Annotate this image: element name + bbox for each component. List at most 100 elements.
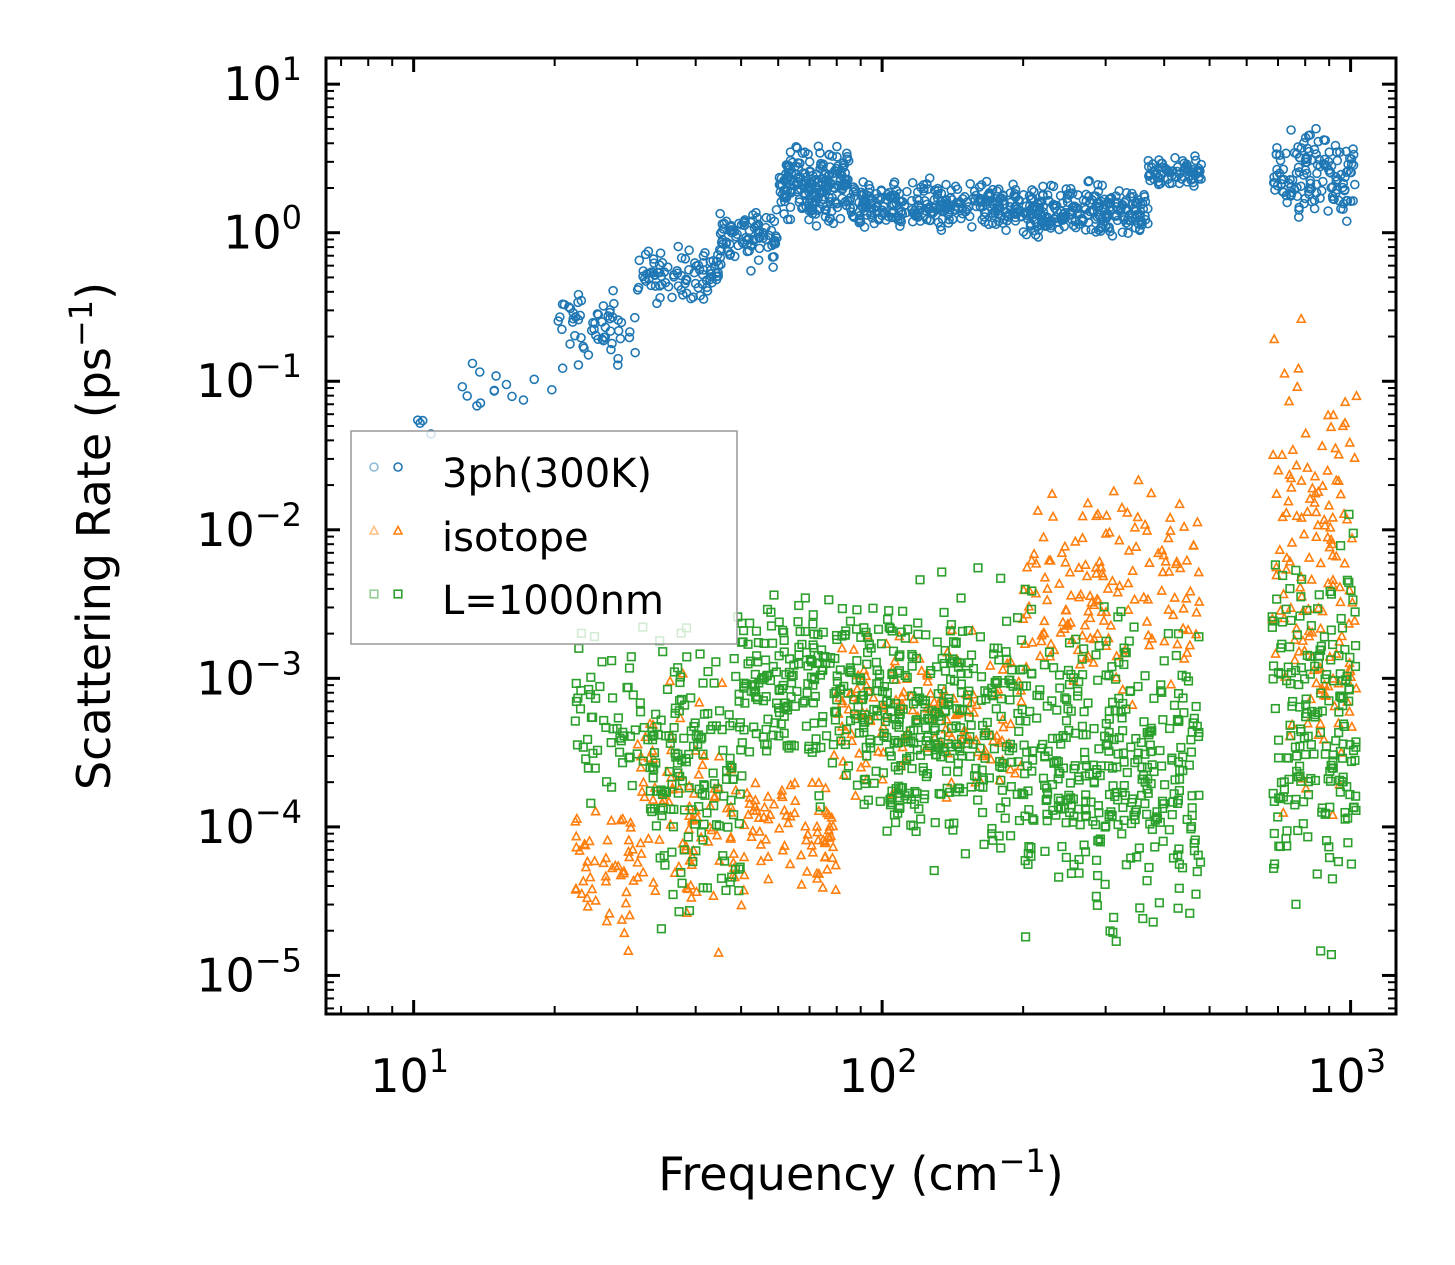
data-point: [894, 717, 904, 727]
data-point: [911, 696, 921, 706]
data-point: [1051, 810, 1061, 820]
data-point: [997, 785, 1007, 795]
data-point: [885, 800, 896, 810]
data-point: [1042, 794, 1052, 804]
legend-label-isotope: isotope: [442, 515, 589, 561]
data-point: [758, 696, 769, 706]
data-point: [739, 683, 749, 693]
data-point: [1194, 632, 1204, 642]
data-point: [879, 731, 889, 741]
data-point: [681, 275, 692, 286]
data-point: [1337, 420, 1349, 431]
data-point: [1082, 760, 1092, 771]
data-point: [656, 805, 666, 815]
data-point: [824, 193, 834, 203]
data-point: [1348, 144, 1358, 154]
data-point: [718, 745, 728, 755]
data-point: [790, 701, 800, 711]
data-point: [1285, 720, 1295, 730]
data-point: [887, 212, 897, 223]
data-point: [1021, 716, 1031, 726]
data-point: [871, 657, 881, 667]
data-point: [645, 786, 655, 796]
data-point: [922, 675, 934, 686]
data-point: [1074, 676, 1084, 687]
data-point: [1156, 680, 1166, 690]
data-point: [1084, 612, 1096, 623]
data-point: [768, 730, 778, 740]
data-point: [886, 793, 896, 803]
data-point: [1177, 670, 1187, 680]
data-point: [1273, 753, 1284, 763]
data-point: [828, 749, 840, 760]
y-tick-label: 10−2: [196, 496, 302, 557]
data-point: [1300, 674, 1310, 684]
data-point: [1299, 198, 1309, 209]
data-point: [1335, 488, 1347, 499]
data-point: [590, 805, 601, 816]
data-point: [1181, 554, 1193, 565]
data-point: [752, 694, 763, 705]
data-point: [638, 776, 649, 787]
data-point: [1101, 670, 1111, 680]
data-point: [643, 246, 654, 257]
data-point: [863, 685, 875, 696]
data-point: [862, 633, 873, 643]
data-point: [1144, 730, 1154, 740]
data-point: [1110, 706, 1120, 716]
data-point: [1042, 816, 1052, 826]
data-point: [1075, 208, 1085, 219]
data-point: [630, 725, 640, 735]
data-point: [1277, 617, 1288, 627]
data-point: [1295, 152, 1305, 163]
data-point: [1124, 636, 1134, 646]
data-point: [667, 779, 677, 789]
data-point: [695, 649, 705, 659]
data-point: [568, 313, 579, 324]
data-point: [1331, 176, 1342, 187]
data-point: [1079, 707, 1089, 717]
data-point: [918, 695, 928, 705]
data-point: [1327, 511, 1339, 522]
y-axis-title: Scattering Rate (ps−1): [62, 282, 121, 790]
data-point: [570, 716, 580, 726]
series-0-points: [412, 123, 1360, 439]
data-point: [769, 590, 779, 600]
data-point: [1054, 670, 1065, 680]
data-point: [823, 809, 835, 820]
data-point: [1185, 908, 1195, 918]
data-point: [792, 143, 803, 153]
data-point: [956, 679, 966, 689]
data-point: [667, 781, 678, 792]
data-point: [608, 724, 618, 734]
data-point: [638, 756, 648, 766]
data-point: [965, 751, 975, 761]
data-point: [1281, 834, 1291, 844]
data-point: [913, 618, 923, 628]
data-point: [1324, 852, 1335, 863]
data-point: [1187, 803, 1197, 813]
data-point: [937, 195, 948, 206]
data-point: [700, 790, 710, 800]
data-point: [943, 218, 954, 228]
data-point: [759, 638, 769, 649]
data-point: [1182, 624, 1194, 635]
data-point: [1104, 746, 1114, 756]
data-point: [1001, 207, 1011, 217]
data-point: [1291, 380, 1303, 391]
data-point: [983, 190, 994, 201]
data-point: [584, 684, 594, 695]
data-point: [1346, 720, 1358, 731]
data-point: [1328, 409, 1339, 420]
legend-marker-1-b: [392, 524, 404, 535]
data-point: [601, 915, 613, 926]
data-point: [821, 863, 833, 874]
data-point: [639, 791, 650, 802]
data-point: [728, 718, 738, 728]
data-point: [649, 748, 660, 758]
data-point: [848, 182, 859, 192]
data-point: [1121, 195, 1131, 206]
data-point: [992, 186, 1002, 196]
data-point: [727, 225, 737, 235]
data-point: [1092, 212, 1103, 222]
